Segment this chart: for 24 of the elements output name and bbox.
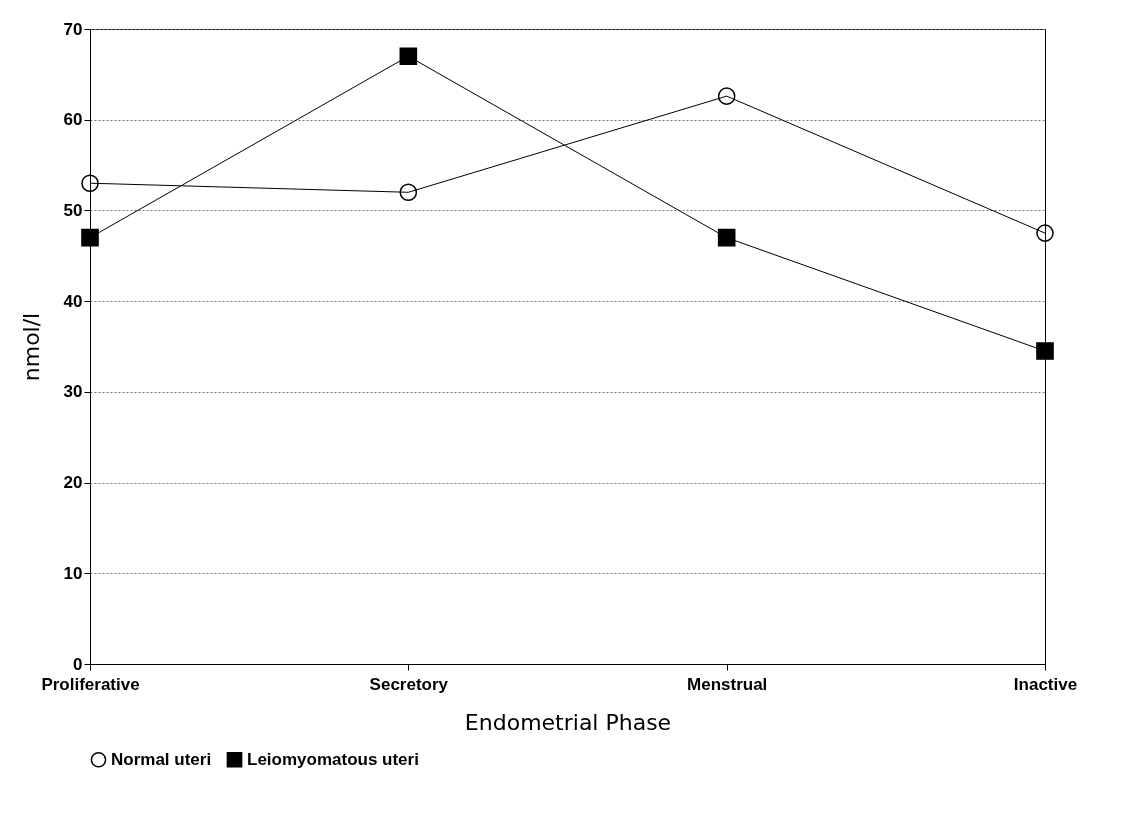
legend-label: Leiomyomatous uteri xyxy=(247,749,419,769)
y-tick-label: 0 xyxy=(73,654,83,674)
y-tick-label: 30 xyxy=(63,382,83,402)
point xyxy=(399,183,418,202)
y-tick-label: 20 xyxy=(63,473,83,493)
x-axis-title: Endometrial Phase xyxy=(464,709,672,735)
y-tick-label: 70 xyxy=(63,19,83,39)
point xyxy=(81,174,99,193)
point xyxy=(1036,342,1054,360)
point xyxy=(717,228,736,247)
y-tick-label: 40 xyxy=(63,291,83,311)
y-tick-label: 10 xyxy=(63,563,83,583)
x-tick-label: Menstrual xyxy=(687,674,768,694)
point xyxy=(399,47,418,66)
x-tick-label: Secretory xyxy=(369,674,449,694)
legend-label: Normal uteri xyxy=(111,749,212,769)
point xyxy=(81,228,99,247)
point xyxy=(1036,224,1054,242)
x-tick-label: Inactive xyxy=(1013,674,1078,694)
y-axis-title: nmol/l xyxy=(18,312,44,382)
x-tick-label: Proliferative xyxy=(41,674,140,694)
y-tick-label: 60 xyxy=(63,110,83,130)
point xyxy=(717,87,736,105)
y-tick-label: 50 xyxy=(63,200,83,220)
